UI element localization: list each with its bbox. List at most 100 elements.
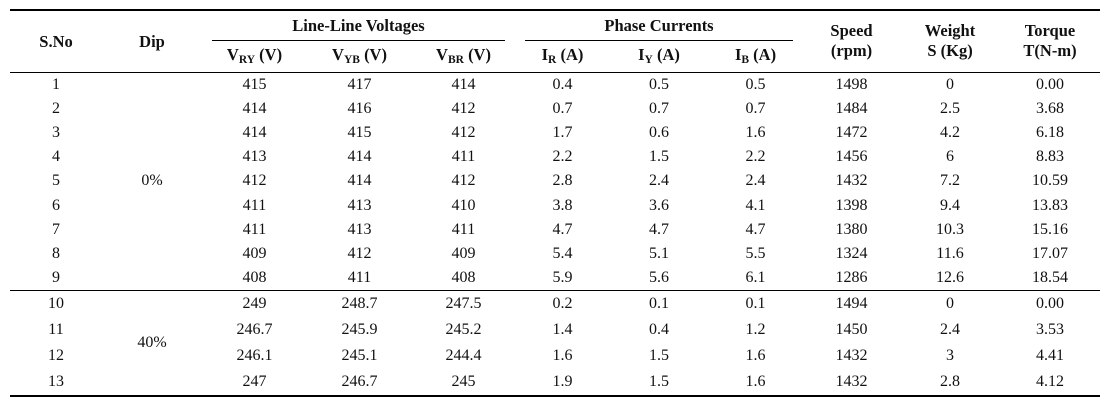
table-cell: 0.7 — [649, 99, 669, 117]
table-cell: 1.4 — [552, 320, 573, 338]
table-cell: 414 — [347, 148, 372, 166]
cell-sno: 11 — [48, 320, 64, 338]
group-header-currents-label: Phase Currents — [525, 16, 793, 41]
table-cell: 415 — [242, 75, 267, 93]
subscript: RY — [238, 54, 256, 66]
cell-sno: 1 — [52, 75, 60, 93]
table-cell: 4.7 — [745, 220, 766, 238]
table-cell: 2.5 — [940, 99, 960, 117]
table-cell: 11.6 — [936, 244, 964, 262]
table-cell: 1324 — [835, 244, 868, 262]
subscript: R — [548, 54, 557, 66]
table-cell: 411 — [451, 220, 476, 238]
table-row: 3 414 415 412 1.7 0.6 1.6 1472 4.2 6.18 — [10, 121, 1100, 145]
table-cell: 13.83 — [1032, 196, 1068, 214]
table-cell: 410 — [451, 196, 476, 214]
subscript: Y — [644, 54, 653, 66]
table-cell: 3 — [946, 347, 954, 365]
col-header-i-r: IR (A) — [515, 41, 610, 73]
cell-sno: 3 — [52, 123, 60, 141]
cell-sno: 7 — [52, 220, 60, 238]
table-cell: 412 — [347, 244, 372, 262]
table-cell: 411 — [242, 196, 267, 214]
table-cell: 2.4 — [940, 320, 960, 338]
cell-sno: 9 — [52, 268, 60, 286]
table-cell: 4.1 — [745, 196, 766, 214]
table-cell: 12.6 — [936, 268, 964, 286]
subscript: YB — [343, 54, 360, 66]
table-cell: 415 — [347, 123, 372, 141]
table-cell: 4.41 — [1036, 347, 1064, 365]
table-row: 7 411 413 411 4.7 4.7 4.7 1380 10.3 15.16 — [10, 218, 1100, 242]
col-header-weight-line2: S (Kg) — [927, 41, 973, 60]
table-cell: 1.5 — [649, 347, 669, 365]
table-cell: 5.4 — [552, 244, 573, 262]
unit: (A) — [556, 45, 584, 64]
table-cell: 0.1 — [708, 289, 803, 317]
table-cell: 246.1 — [236, 347, 273, 365]
table-cell: 413 — [347, 196, 372, 214]
table-cell: 1.6 — [745, 373, 766, 391]
table-cell: 248.7 — [307, 289, 412, 317]
table-cell: 0.5 — [649, 75, 669, 93]
table-cell: 414 — [242, 123, 267, 141]
table-cell: 413 — [242, 148, 267, 166]
col-header-weight: Weight S (Kg) — [900, 10, 1000, 73]
table-row: 13 247 246.7 245 1.9 1.5 1.6 1432 2.8 4.12 — [10, 369, 1100, 395]
table-cell: 3.8 — [552, 196, 573, 214]
table-cell: 1286 — [835, 268, 868, 286]
table-cell: 414 — [242, 99, 267, 117]
table-cell: 0.4 — [649, 320, 669, 338]
table-cell: 1484 — [835, 99, 868, 117]
table-cell: 6 — [946, 148, 954, 166]
dip-cell: 0% — [141, 172, 163, 190]
table-cell: 0 — [900, 289, 1000, 317]
table-cell: 245 — [451, 373, 476, 391]
table-cell: 1.6 — [745, 123, 766, 141]
col-header-torque-line1: Torque — [1024, 21, 1076, 40]
cell-sno: 8 — [52, 244, 60, 262]
table-cell: 1432 — [835, 373, 868, 391]
cell-sno: 4 — [52, 148, 60, 166]
group-header-voltages: Line-Line Voltages — [202, 10, 515, 41]
table-cell: 0.5 — [745, 75, 766, 93]
table-cell: 2.4 — [649, 172, 669, 190]
table-cell: 1398 — [835, 196, 868, 214]
table-cell: 412 — [451, 123, 476, 141]
table-cell: 5.9 — [552, 268, 573, 286]
unit: (A) — [749, 45, 777, 64]
col-header-speed-line1: Speed — [830, 21, 873, 40]
table-cell: 409 — [451, 244, 476, 262]
cell-sno: 6 — [52, 196, 60, 214]
table-cell: 245.2 — [445, 320, 482, 338]
table-row: 6 411 413 410 3.8 3.6 4.1 1398 9.4 13.83 — [10, 193, 1100, 217]
col-header-torque: Torque T(N-m) — [1000, 10, 1100, 73]
table-cell: 1.7 — [552, 123, 573, 141]
table-cell: 9.4 — [940, 196, 960, 214]
unit: (A) — [652, 45, 680, 64]
table-cell: 8.83 — [1036, 148, 1064, 166]
col-header-v-yb: VYB (V) — [307, 41, 412, 73]
measurement-table: S.No Dip Line-Line Voltages Phase Curren… — [10, 9, 1100, 397]
table-cell: 3.68 — [1036, 99, 1064, 117]
table-cell: 411 — [451, 148, 476, 166]
table-cell: 245.1 — [341, 347, 378, 365]
table-cell: 414 — [347, 172, 372, 190]
table-row: 10 40% 249 248.7 247.5 0.2 0.1 0.1 1494 0 0.00 — [10, 289, 1100, 396]
col-header-i-y: IY (A) — [610, 41, 708, 73]
table-cell: 2.8 — [940, 373, 960, 391]
table-cell: 2.2 — [745, 148, 766, 166]
table-cell: 412 — [451, 99, 476, 117]
unit: (V) — [359, 45, 387, 64]
table-cell: 244.4 — [445, 347, 482, 365]
table-cell: 245.9 — [341, 320, 378, 338]
table-cell: 412 — [451, 172, 476, 190]
group-header-currents: Phase Currents — [515, 10, 803, 41]
symbol: I — [541, 45, 549, 64]
table-row: 9 408 411 408 5.9 5.6 6.1 1286 12.6 18.54 — [10, 266, 1100, 290]
table-cell: 0.00 — [1036, 75, 1064, 93]
table-cell: 1456 — [835, 148, 868, 166]
table-cell: 0.2 — [515, 289, 610, 317]
dip-cell: 40% — [102, 289, 202, 396]
table-cell: 2.4 — [745, 172, 766, 190]
